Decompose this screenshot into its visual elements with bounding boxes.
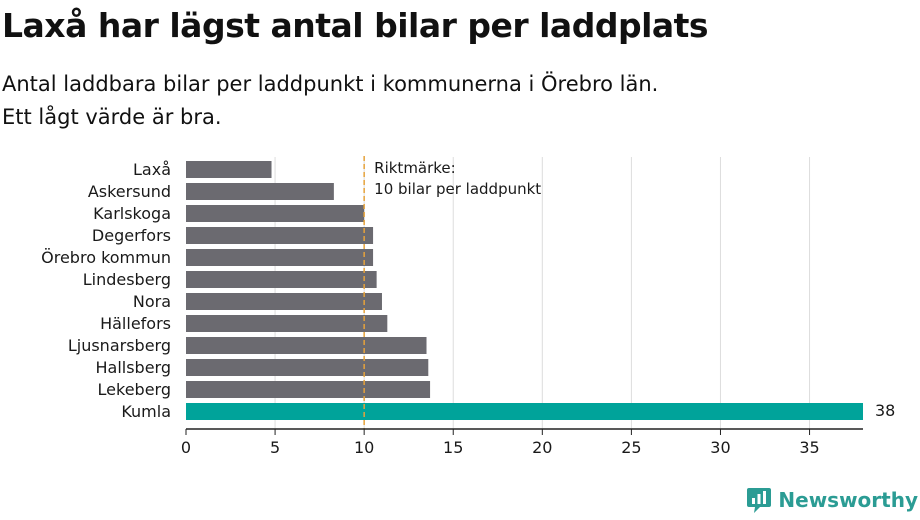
bar-5 xyxy=(186,271,377,288)
chart-title: Laxå har lägst antal bilar per laddplats xyxy=(2,6,709,45)
x-tick-label-10: 10 xyxy=(354,438,374,457)
category-label-0: Laxå xyxy=(133,160,171,179)
bar-7 xyxy=(186,315,388,332)
category-label-2: Karlskoga xyxy=(93,204,171,223)
subtitle-line-2: Ett lågt värde är bra. xyxy=(2,105,222,129)
reference-label-line-2: 10 bilar per laddpunkt xyxy=(374,180,541,198)
x-tick-label-20: 20 xyxy=(532,438,552,457)
category-label-8: Ljusnarsberg xyxy=(68,336,171,355)
bar-0 xyxy=(186,161,272,178)
x-tick-label-0: 0 xyxy=(181,438,191,457)
category-label-3: Degerfors xyxy=(92,226,171,245)
category-label-6: Nora xyxy=(133,292,171,311)
bar-4 xyxy=(186,249,374,266)
x-tick-label-15: 15 xyxy=(443,438,463,457)
data-label-0: 38 xyxy=(875,401,895,420)
bar-6 xyxy=(186,293,382,310)
x-tick-label-5: 5 xyxy=(270,438,280,457)
newsworthy-logo-icon xyxy=(747,488,772,513)
category-label-9: Hallsberg xyxy=(95,358,171,377)
category-label-1: Askersund xyxy=(88,182,171,201)
bar-1 xyxy=(186,183,334,200)
category-label-11: Kumla xyxy=(121,402,171,421)
bar-9 xyxy=(186,359,429,376)
category-label-4: Örebro kommun xyxy=(41,248,171,267)
x-tick-label-35: 35 xyxy=(799,438,819,457)
brand-logo[interactable]: Newsworthy xyxy=(746,486,918,514)
category-label-5: Lindesberg xyxy=(83,270,171,289)
bar-2 xyxy=(186,205,365,222)
bar-8 xyxy=(186,337,427,354)
brand-name: Newsworthy xyxy=(778,488,918,512)
bar-11 xyxy=(186,403,863,420)
x-tick-label-30: 30 xyxy=(710,438,730,457)
chart-subtitle: Antal laddbara bilar per laddpunkt i kom… xyxy=(2,68,658,134)
category-label-7: Hällefors xyxy=(100,314,171,333)
reference-label-line-1: Riktmärke: xyxy=(374,159,456,177)
x-tick-label-25: 25 xyxy=(621,438,641,457)
subtitle-line-1: Antal laddbara bilar per laddpunkt i kom… xyxy=(2,72,659,96)
bar-10 xyxy=(186,381,431,398)
bar-3 xyxy=(186,227,374,244)
category-label-10: Lekeberg xyxy=(98,380,171,399)
